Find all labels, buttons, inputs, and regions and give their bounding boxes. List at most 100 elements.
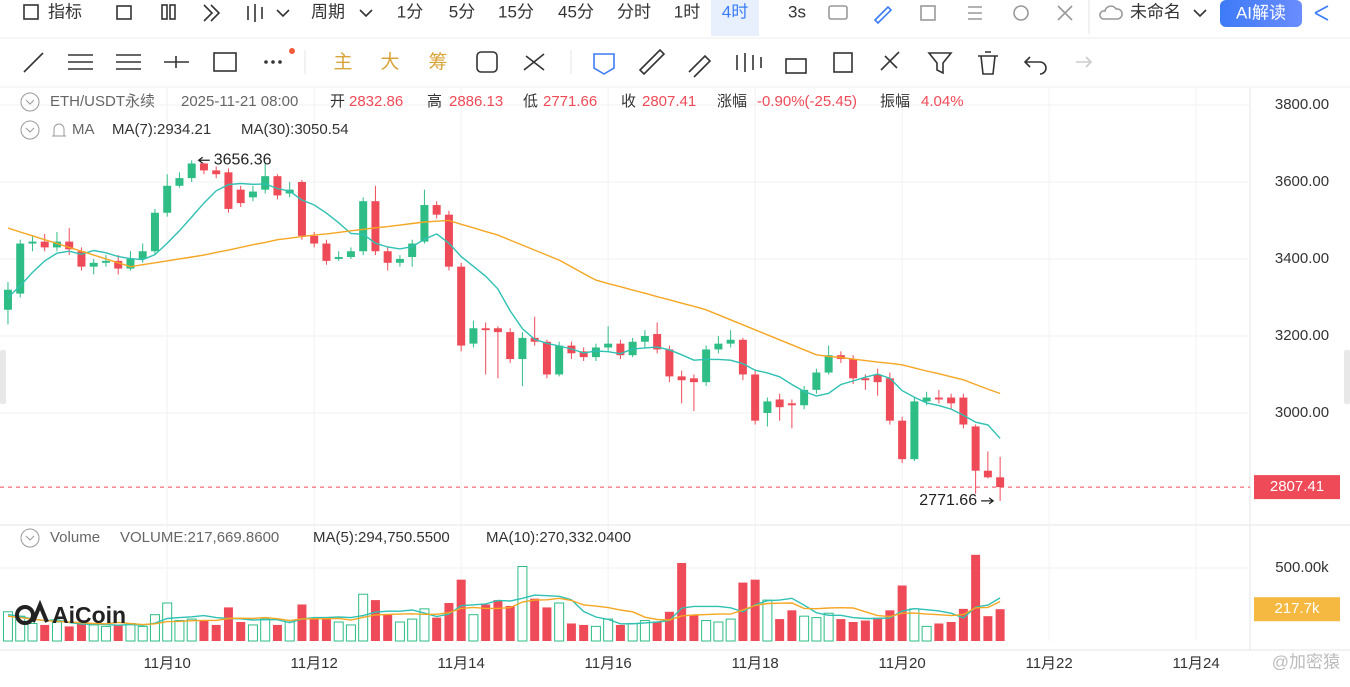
more-dot[interactable]	[271, 60, 275, 64]
candle-body	[89, 262, 98, 267]
period-button[interactable]: 周期	[311, 2, 345, 21]
candle-body	[983, 470, 992, 478]
ruler-tool[interactable]	[638, 48, 666, 76]
volume-bar	[174, 620, 185, 642]
candle-body	[432, 205, 441, 215]
settings-icon[interactable]	[1013, 5, 1029, 21]
volume-bar	[309, 617, 319, 641]
fib-tool[interactable]	[116, 54, 141, 70]
filter-tool[interactable]	[927, 52, 953, 75]
collapse-icon[interactable]	[20, 528, 40, 548]
mode-button[interactable]: 筹	[428, 51, 447, 73]
candle-body	[714, 343, 723, 350]
tool-icon[interactable]	[523, 53, 545, 71]
chevron[interactable]	[25, 99, 35, 105]
magnet-tool[interactable]	[593, 53, 615, 75]
volume-bar	[432, 617, 442, 641]
undo-tool[interactable]	[1023, 56, 1047, 75]
camera-icon[interactable]	[828, 5, 848, 20]
x-tick-label: 11月12	[291, 655, 338, 672]
interval-button[interactable]: 45分	[558, 2, 594, 21]
indicator-icon[interactable]	[23, 4, 39, 20]
cloud-icon[interactable]	[1099, 5, 1123, 20]
channel-tool[interactable]	[68, 54, 93, 70]
candle-body	[395, 258, 404, 263]
candle-body	[493, 328, 502, 333]
layout-icon[interactable]	[161, 4, 168, 20]
rect-tool[interactable]	[213, 52, 237, 72]
interval-button[interactable]: 1分	[397, 2, 423, 21]
replay-icon[interactable]	[203, 4, 221, 22]
time: 2025-11-21 08:00	[181, 93, 298, 110]
hline-tool[interactable]	[164, 56, 189, 68]
chevron[interactable]	[276, 9, 290, 18]
tool-icon[interactable]	[736, 53, 762, 72]
ma-legend: MA(10):270,332.0400	[486, 529, 631, 546]
chevron[interactable]	[1193, 9, 1207, 18]
fullscreen-icon[interactable]	[920, 5, 936, 21]
candle-body	[138, 251, 147, 259]
mode-button[interactable]: 主	[333, 51, 352, 73]
ai-button[interactable]: AI解读	[1236, 3, 1286, 22]
x-tick-label: 11月14	[438, 655, 485, 672]
layout-name[interactable]: 未命名	[1130, 2, 1181, 21]
collapse-icon[interactable]	[20, 120, 40, 140]
more-dot[interactable]	[264, 60, 268, 64]
interval-button[interactable]: 5分	[449, 2, 475, 21]
redo-tool[interactable]	[1076, 56, 1093, 68]
candle-body	[114, 260, 123, 269]
active-interval-bg	[711, 0, 759, 36]
chevron[interactable]	[25, 127, 35, 133]
candle-body	[787, 403, 796, 406]
chart-type-icon[interactable]	[247, 4, 263, 22]
ma-title: MA	[72, 121, 95, 138]
candle-body	[40, 241, 49, 248]
side-handle[interactable]	[1344, 350, 1350, 404]
line-tool[interactable]	[23, 52, 44, 73]
candle-body	[420, 205, 429, 242]
candle-body	[163, 185, 172, 213]
share-icon[interactable]	[1314, 5, 1329, 21]
volume-bar	[713, 621, 724, 642]
interval-button[interactable]: 4时	[722, 2, 748, 21]
expand-icon[interactable]	[1057, 5, 1073, 21]
ai-button-bg[interactable]	[1220, 0, 1302, 27]
x-tick-label: 11月20	[878, 655, 925, 672]
note-tool[interactable]	[833, 52, 853, 73]
alert-icon[interactable]	[52, 123, 66, 137]
volume-bar	[272, 624, 282, 641]
volume-bar	[125, 622, 136, 642]
more-dot[interactable]	[278, 60, 282, 64]
chevron[interactable]	[359, 9, 373, 18]
tool-icon[interactable]	[476, 51, 498, 73]
last-price-box	[1254, 475, 1340, 500]
link-tool[interactable]	[880, 51, 900, 71]
indicators-button[interactable]: 指标	[48, 2, 82, 21]
interval-button[interactable]: 15分	[498, 2, 534, 21]
lock-tool[interactable]	[785, 58, 807, 74]
chevron[interactable]	[25, 535, 35, 541]
volume-bar	[725, 618, 736, 642]
menu-icon[interactable]	[968, 6, 982, 20]
template-icon[interactable]	[116, 5, 132, 20]
interval-button[interactable]: 分时	[617, 2, 651, 21]
volume-bar	[333, 621, 344, 642]
candle-body	[726, 339, 735, 344]
field-label: 开	[330, 93, 345, 110]
collapse-icon[interactable]	[20, 92, 40, 112]
pen-icon[interactable]	[873, 5, 893, 25]
candle-body	[77, 251, 86, 267]
candle-body	[996, 477, 1005, 488]
last-volume-label: 217.7k	[1274, 600, 1320, 617]
refresh-button[interactable]: 3s	[788, 2, 806, 21]
logo	[31, 599, 49, 623]
delete-tool[interactable]	[978, 51, 998, 75]
eraser-tool[interactable]	[688, 54, 712, 78]
volume-bar	[2, 611, 13, 642]
layout-icon[interactable]	[169, 4, 176, 20]
volume-bar	[236, 622, 246, 641]
mode-button[interactable]: 大	[380, 51, 399, 73]
interval-button[interactable]: 1时	[674, 2, 700, 21]
side-handle[interactable]	[0, 350, 6, 404]
